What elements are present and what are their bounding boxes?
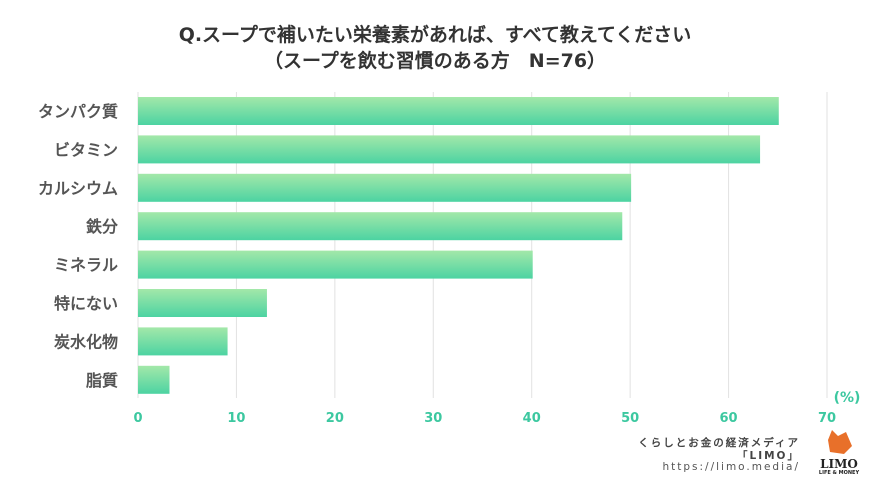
bar bbox=[138, 212, 623, 241]
fox-icon bbox=[828, 430, 852, 454]
bar bbox=[138, 250, 533, 279]
bar bbox=[138, 97, 779, 125]
bar bbox=[138, 365, 170, 394]
category-label: カルシウム bbox=[38, 179, 118, 198]
bar bbox=[138, 173, 632, 202]
credit-line2: 「LIMO」 bbox=[737, 450, 800, 462]
x-tick-label: 10 bbox=[227, 411, 245, 426]
category-label: 炭水化物 bbox=[54, 332, 118, 351]
credit-line1: くらしとお金の経済メディア bbox=[638, 437, 800, 449]
category-label: 脂質 bbox=[86, 371, 118, 390]
credit-url: https://limo.media/ bbox=[662, 461, 800, 473]
x-tick-label: 0 bbox=[133, 411, 142, 426]
category-label: タンパク質 bbox=[38, 102, 118, 121]
x-tick-label: 40 bbox=[523, 411, 541, 426]
category-label: ミネラル bbox=[54, 256, 118, 275]
x-tick-label: 50 bbox=[621, 411, 639, 426]
category-label: 鉄分 bbox=[86, 217, 118, 236]
x-tick-label: 70 bbox=[818, 411, 836, 426]
bar bbox=[138, 135, 761, 164]
bar bbox=[138, 289, 267, 317]
x-tick-label: 30 bbox=[424, 411, 442, 426]
x-tick-label: 60 bbox=[720, 411, 738, 426]
bar bbox=[138, 327, 228, 356]
limo-logo: LIMO LIFE & MONEY bbox=[814, 428, 864, 476]
category-label: ビタミン bbox=[54, 140, 118, 159]
x-axis-unit: (%) bbox=[834, 390, 861, 406]
chart-title: Q.スープで補いたい栄養素があれば、すべて教えてください bbox=[178, 24, 692, 46]
x-tick-label: 20 bbox=[326, 411, 344, 426]
chart-subtitle: （スープを飲む習慣のある方 N=76） bbox=[263, 50, 607, 72]
category-label: 特にない bbox=[54, 294, 118, 313]
